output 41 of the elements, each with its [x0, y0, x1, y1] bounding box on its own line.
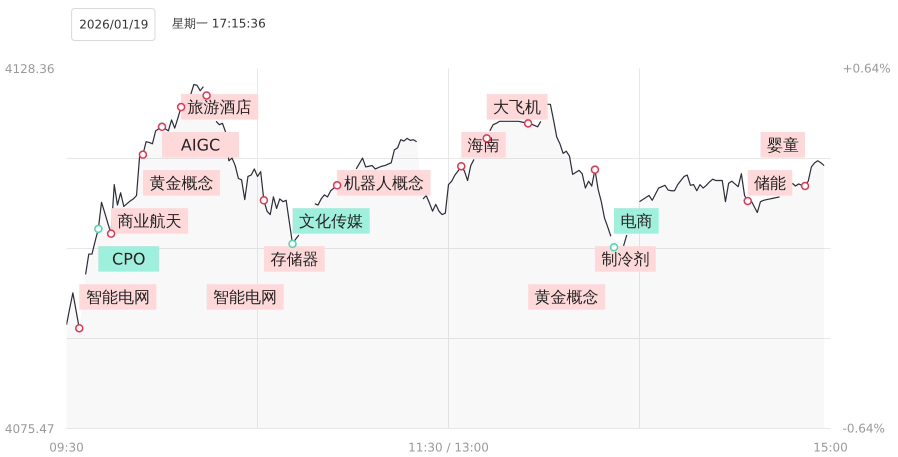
annotation: 制冷剂 [601, 249, 650, 268]
point [158, 122, 166, 132]
point [332, 181, 342, 190]
annotation: 智能电网 [213, 287, 278, 306]
x-tick-label: 09:30 [49, 440, 84, 454]
point [524, 119, 532, 128]
point [138, 150, 148, 159]
y-tick-label: 4128.36 [4, 62, 54, 76]
point [800, 182, 810, 190]
y2-tick-label: +0.64% [842, 62, 891, 76]
point [610, 243, 618, 252]
x-tick-label: 11:30 / 13:00 [408, 440, 489, 454]
annotation: 存储器 [270, 249, 318, 268]
annotation: 旅游酒店 [188, 97, 252, 116]
point [94, 224, 103, 234]
point [288, 240, 297, 248]
point [74, 324, 84, 332]
point [176, 102, 186, 112]
point [590, 165, 600, 174]
point [456, 162, 466, 170]
annotation: 黄金概念 [149, 173, 214, 192]
point [260, 196, 268, 205]
annotation: 电商 [620, 211, 652, 230]
annotation: 商业航天 [118, 211, 182, 230]
annotation: 机器人概念 [344, 173, 424, 192]
annotation: 黄金概念 [534, 287, 599, 306]
chart-title: 2026/01/19 [79, 18, 148, 32]
annotation: 文化传媒 [299, 211, 364, 230]
y-tick-label: 4075.47 [4, 422, 54, 436]
chart-subtitle: 星期一 17:15:36 [172, 16, 266, 30]
annotation: CPO [112, 249, 146, 268]
annotation: 婴童 [766, 135, 799, 154]
annotation: 大飞机 [493, 97, 542, 116]
x-tick-label: 15:00 [813, 440, 848, 454]
annotation: AIGC [180, 135, 220, 154]
y2-tick-label: -0.64% [842, 422, 885, 436]
point [106, 229, 116, 238]
annotation: 智能电网 [86, 287, 150, 306]
point [202, 91, 211, 100]
point [743, 196, 752, 206]
annotation: 储能 [754, 173, 786, 192]
